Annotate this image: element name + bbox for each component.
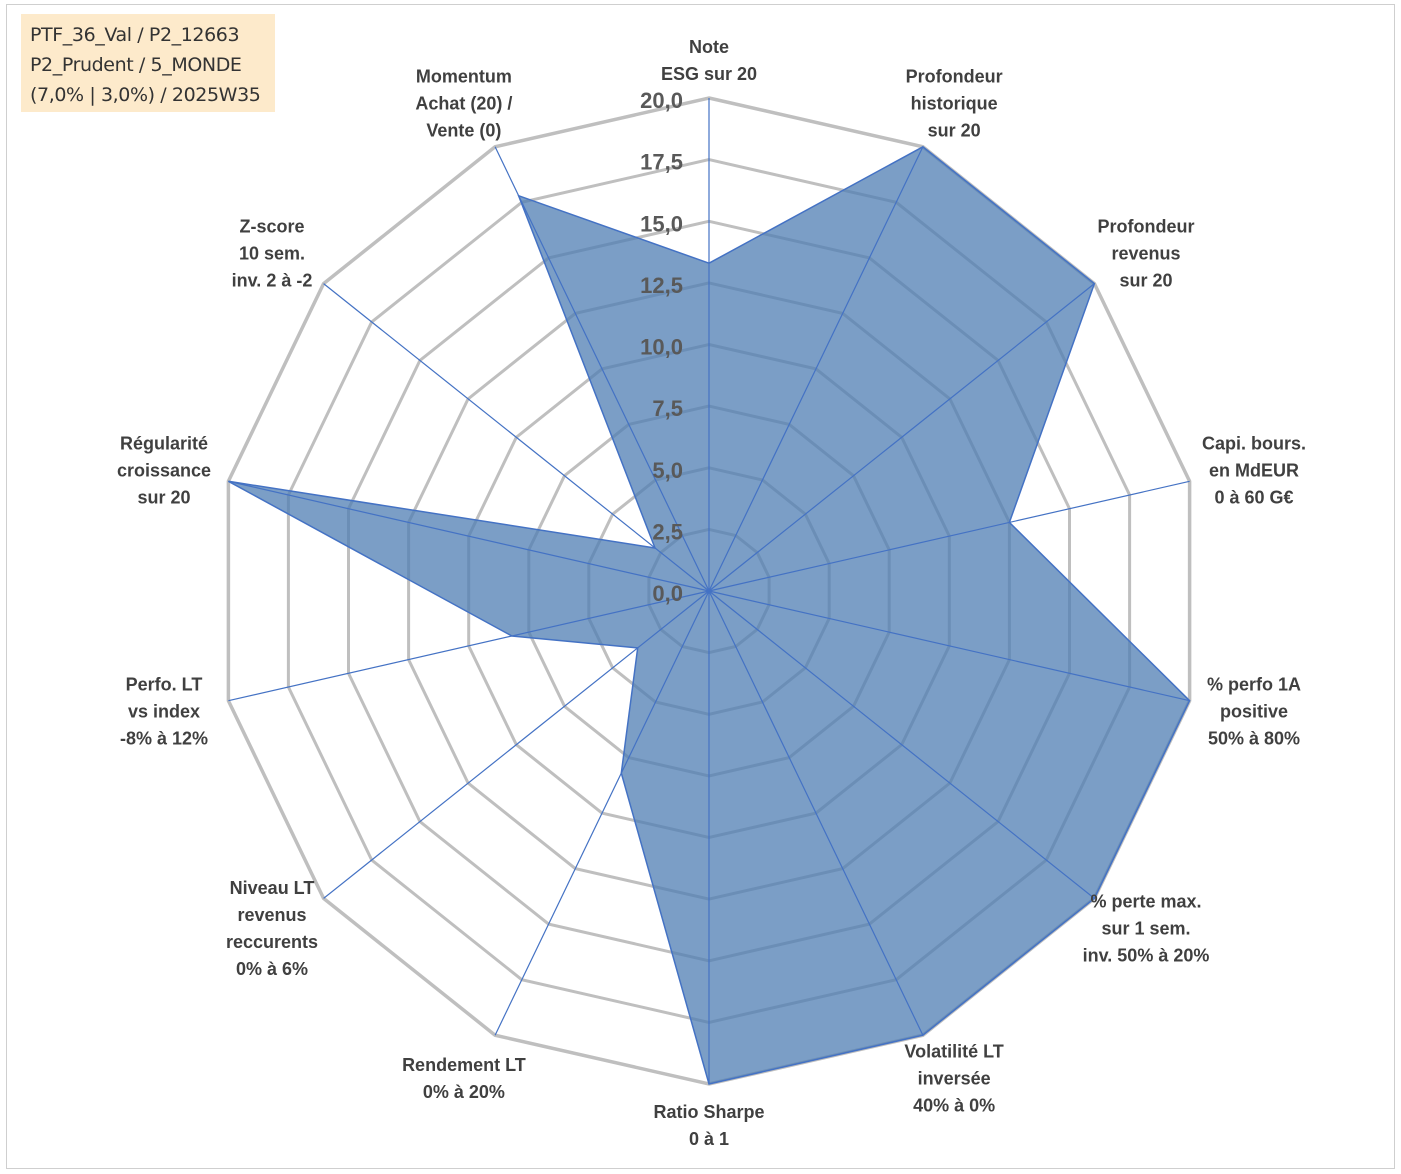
axis-label-1: Note ESG sur 20	[661, 37, 757, 84]
axis-spoke-5	[708, 590, 1190, 702]
axis-label-layer: Note ESG sur 20 Profondeur historique sur 20…	[117, 37, 1306, 1149]
axis-label-14: Momentum Achat (20) / Vente (0)	[415, 67, 512, 141]
info-line-portfolio: PTF_36_Val / P2_12663	[30, 24, 240, 46]
portfolio-info-box: PTF_36_Val / P2_12663 P2_Prudent / 5_MON…	[21, 14, 275, 112]
axis-label-8: Ratio Sharpe 0 à 1	[653, 1102, 764, 1149]
tick-label: 7,5	[652, 396, 683, 421]
info-line-profile: P2_Prudent / 5_MONDE	[30, 54, 242, 76]
axis-spoke-11	[228, 590, 710, 702]
tick-label: 5,0	[652, 458, 683, 483]
axis-label-12: Régularité croissance sur 20	[117, 434, 211, 508]
axis-spoke-4	[708, 480, 1190, 592]
tick-label: 2,5	[652, 519, 683, 544]
tick-label-layer: 0,0 2,5 5,0 7,5 10,0 12,5 15,0 17,5 20,0	[640, 88, 683, 606]
axis-label-7: Volatilité LT inversée 40% à 0%	[904, 1041, 1003, 1115]
axis-spoke-6	[708, 590, 1095, 899]
axis-spoke-12	[228, 480, 710, 592]
axis-label-9: Rendement LT 0% à 20%	[402, 1055, 526, 1102]
spoke-layer	[228, 98, 1190, 1084]
axis-spoke-3	[708, 283, 1095, 592]
info-line-period: (7,0% | 3,0%) / 2025W35	[30, 84, 261, 106]
axis-label-6: % perte max. sur 1 sem. inv. 50% à 20%	[1083, 891, 1210, 965]
tick-label: 15,0	[640, 211, 683, 236]
tick-label: 20,0	[640, 88, 683, 113]
axis-spoke-2	[708, 146, 924, 592]
axis-label-3: Profondeur revenus sur 20	[1098, 217, 1195, 291]
axis-spoke-10	[323, 590, 710, 899]
axis-label-13: Z-score 10 sem. inv. 2 à -2	[232, 217, 313, 291]
axis-spoke-9	[494, 590, 710, 1036]
axis-label-2: Profondeur historique sur 20	[906, 67, 1003, 141]
tick-label: 10,0	[640, 335, 683, 360]
tick-label: 12,5	[640, 273, 683, 298]
axis-label-5: % perfo 1A positive 50% à 80%	[1207, 674, 1301, 748]
axis-label-4: Capi. bours. en MdEUR 0 à 60 G€	[1202, 434, 1306, 508]
axis-label-10: Niveau LT revenus reccurents 0% à 6%	[226, 878, 318, 979]
axis-spoke-13	[323, 283, 710, 592]
tick-label: 17,5	[640, 150, 683, 175]
axis-label-11: Perfo. LT vs index -8% à 12%	[120, 674, 208, 748]
axis-spoke-7	[708, 590, 924, 1036]
tick-label: 0,0	[652, 581, 683, 606]
axis-spoke-14	[494, 146, 710, 592]
